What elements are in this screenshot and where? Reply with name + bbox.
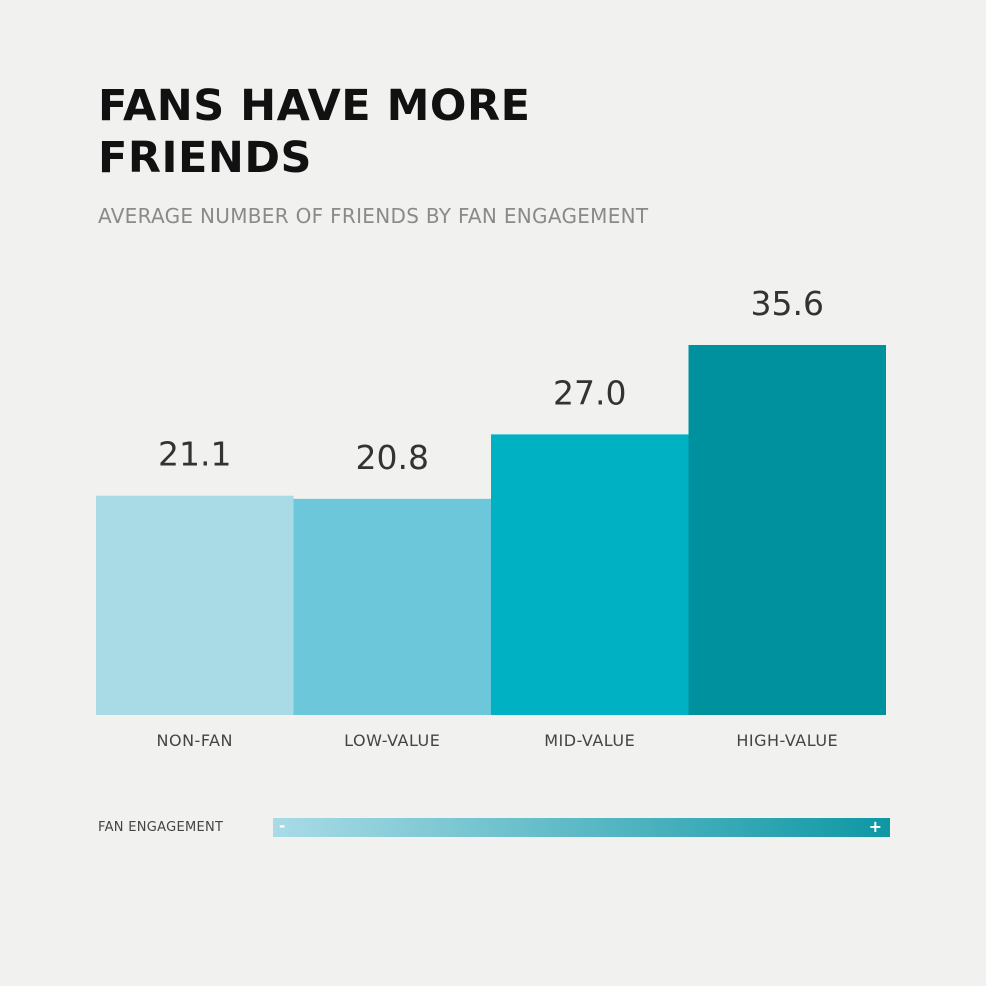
legend-minus-symbol: -	[279, 817, 286, 835]
bar-high-value	[688, 345, 886, 715]
bar-low-value	[293, 498, 491, 715]
bar-value-label: 27.0	[553, 373, 626, 412]
engagement-gradient-bar: - +	[273, 817, 890, 837]
category-label: MID-VALUE	[544, 731, 635, 750]
chart-subtitle: AVERAGE NUMBER OF FRIENDS BY FAN ENGAGEM…	[98, 204, 649, 228]
category-label: NON-FAN	[157, 731, 233, 750]
bar-value-label: 35.6	[751, 284, 824, 323]
bar-non-fan	[96, 495, 294, 715]
bar-value-label: 20.8	[356, 438, 429, 477]
chart-title: FANS HAVE MORE FRIENDS	[98, 81, 531, 183]
legend-plus-symbol: +	[868, 817, 882, 836]
category-label: HIGH-VALUE	[736, 731, 838, 750]
bar-mid-value	[491, 434, 689, 715]
legend-label: FAN ENGAGEMENT	[98, 820, 224, 835]
bar-value-label: 21.1	[158, 435, 231, 474]
category-label: LOW-VALUE	[344, 731, 440, 750]
